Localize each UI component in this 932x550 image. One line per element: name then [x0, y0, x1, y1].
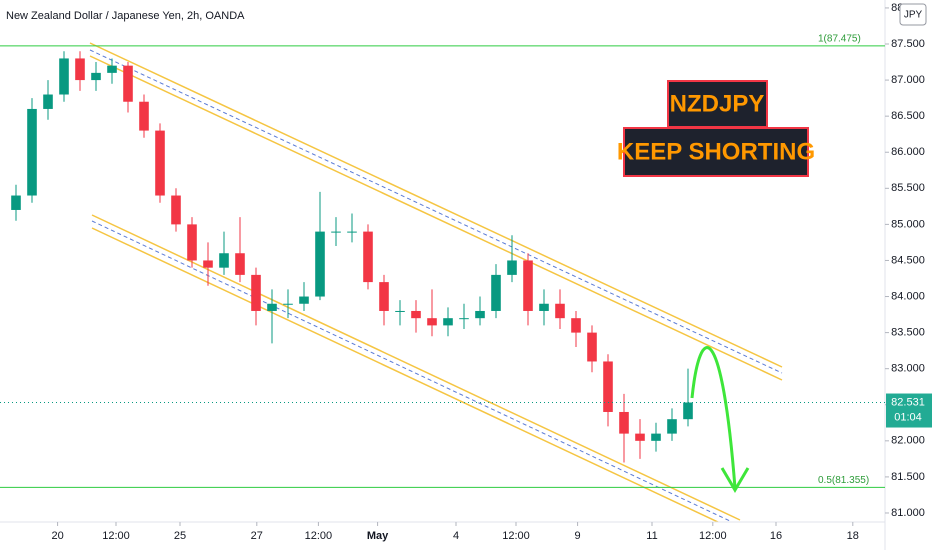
candle-body — [603, 361, 613, 412]
y-tick-label: 87.000 — [891, 74, 925, 86]
candle-body — [235, 253, 245, 275]
candle-body — [27, 108, 37, 196]
candle-body — [507, 260, 517, 275]
candle-body — [363, 231, 373, 283]
x-tick-label: 20 — [51, 530, 63, 542]
candle-body — [555, 303, 565, 319]
candle-body — [619, 411, 629, 434]
candle-body — [139, 101, 149, 131]
candle-body — [635, 433, 645, 441]
x-tick-label: 12:00 — [502, 530, 530, 542]
candle-body — [299, 296, 309, 304]
x-tick-label: 9 — [575, 530, 581, 542]
x-tick-label: 11 — [646, 530, 657, 542]
arrow — [690, 346, 737, 489]
level-label: 0.5(81.355) — [818, 475, 869, 486]
arrow-head — [720, 467, 750, 493]
annotation-box — [667, 80, 768, 128]
y-tick-label: 86.000 — [891, 146, 925, 158]
candle-body — [667, 419, 677, 434]
channel-line — [89, 42, 783, 368]
currency-label: JPY — [904, 10, 923, 21]
candle-body — [683, 402, 693, 420]
channel-mid — [91, 220, 731, 522]
candle-body — [395, 310, 405, 312]
last-price-box — [886, 393, 932, 428]
candle-body — [459, 318, 469, 320]
candle-body — [443, 318, 453, 326]
candle-body — [43, 94, 53, 109]
candle-body — [539, 303, 549, 311]
candle-body — [411, 310, 421, 319]
currency-box — [899, 3, 927, 26]
channel-mid — [89, 49, 783, 374]
candle-body — [491, 274, 501, 311]
x-tick-label: 4 — [453, 530, 459, 542]
candle-body — [427, 318, 437, 326]
candle-body — [171, 195, 181, 225]
annotation: NZDJPY — [670, 90, 765, 117]
candle-body — [283, 303, 293, 305]
annotation: KEEP SHORTING — [617, 138, 815, 165]
candle-body — [571, 318, 581, 333]
channel-line — [91, 214, 741, 521]
y-tick-label: 85.500 — [891, 182, 925, 194]
x-tick-label: 12:00 — [102, 530, 130, 542]
candle-body — [59, 58, 69, 95]
y-tick-label: 84.000 — [891, 290, 925, 302]
y-tick-label: 85.000 — [891, 218, 925, 230]
y-tick-label: 84.500 — [891, 254, 925, 266]
drawings — [89, 42, 783, 522]
candle-body — [347, 231, 357, 233]
level-label: 1(87.475) — [818, 33, 861, 44]
y-tick-label: 83.500 — [891, 327, 925, 339]
x-tick-label: 18 — [847, 530, 859, 542]
candle-body — [219, 253, 229, 268]
candle-body — [123, 65, 133, 102]
candle-body — [315, 231, 325, 297]
annotation-box — [623, 127, 809, 177]
x-tick-label: 16 — [770, 530, 782, 542]
y-tick-label: 83.000 — [891, 363, 925, 375]
last-price-label: 82.531 — [891, 396, 925, 408]
x-tick-label: 25 — [174, 530, 186, 542]
chart-title: New Zealand Dollar / Japanese Yen, 2h, O… — [6, 10, 245, 22]
candle-body — [107, 65, 117, 73]
candle-body — [155, 130, 165, 196]
x-tick-label: May — [367, 530, 389, 542]
x-tick-label: 12:00 — [699, 530, 727, 542]
candle-body — [475, 310, 485, 319]
candle-body — [11, 195, 21, 210]
channel-line — [91, 227, 720, 522]
candle-body — [587, 332, 597, 362]
y-tick-label: 86.500 — [891, 110, 925, 122]
candle-body — [75, 58, 85, 81]
y-tick-label: 82.000 — [891, 435, 925, 447]
candle-body — [523, 260, 533, 311]
candle-body — [203, 260, 213, 268]
y-tick-label: 87.500 — [891, 38, 925, 50]
candle-body — [91, 72, 101, 81]
candle-body — [331, 231, 341, 233]
candle-body — [251, 274, 261, 311]
candle-body — [379, 282, 389, 311]
channel-line — [89, 55, 783, 381]
candle-body — [187, 224, 197, 261]
x-tick-label: 12:00 — [305, 530, 333, 542]
y-tick-label: 81.500 — [891, 471, 925, 483]
candle-body — [267, 303, 277, 311]
countdown: 01:04 — [894, 411, 922, 423]
x-tick-label: 27 — [251, 530, 263, 542]
candle-body — [651, 433, 661, 441]
y-tick-label: 81.000 — [891, 507, 925, 519]
